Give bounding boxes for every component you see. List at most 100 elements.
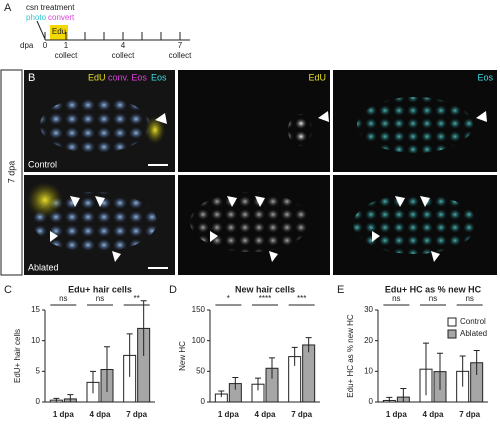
collect-label: collect <box>112 51 135 60</box>
error-bar <box>305 337 312 353</box>
significance-label: * <box>227 294 230 303</box>
x-tick-label: 7 dpa <box>126 410 147 419</box>
cells <box>288 114 312 146</box>
y-axis-label: New HC <box>178 341 187 371</box>
day-label: 4 <box>121 41 126 50</box>
panel-letter: D <box>169 284 177 296</box>
error-bar <box>473 349 480 376</box>
y-axis-label: EdU+ hair cells <box>13 329 22 383</box>
y-tick-label: 30 <box>364 305 373 314</box>
y-tick-label: 5 <box>36 366 41 375</box>
x-tick-label: 1 dpa <box>218 410 239 419</box>
collect-label: collect <box>169 51 192 60</box>
cells <box>190 192 310 252</box>
error-bar <box>437 352 443 391</box>
significance-label: ns <box>429 294 437 303</box>
y-tick-label: 100 <box>192 336 206 345</box>
error-bar <box>291 346 298 366</box>
significance-label: *** <box>297 294 306 303</box>
legend-label: Ablated <box>460 329 487 338</box>
cells <box>357 97 473 153</box>
channel-label: Eos <box>151 72 167 82</box>
x-tick-label: 7 dpa <box>459 410 480 419</box>
error-bar <box>423 342 429 396</box>
treatment-label: csn treatment <box>26 3 75 12</box>
significance-label: ns <box>465 294 473 303</box>
photo-label: photo <box>26 13 47 22</box>
y-tick-label: 0 <box>201 397 206 406</box>
legend-swatch <box>447 317 457 327</box>
bar <box>302 344 316 403</box>
edu-box <box>50 25 68 40</box>
significance-label: ns <box>96 294 104 303</box>
error-bar <box>67 394 74 402</box>
y-tick-label: 0 <box>36 397 41 406</box>
timeline-ticks <box>44 32 181 40</box>
error-bar <box>90 370 96 394</box>
x-tick-label: 7 dpa <box>291 410 312 419</box>
side-label: 7 dpa <box>6 161 16 184</box>
x-tick-label: 4 dpa <box>90 410 111 419</box>
error-bar <box>104 346 110 393</box>
y-tick-label: 0 <box>369 397 374 406</box>
legend-swatch <box>447 329 457 339</box>
charts: C Edu+ hair cells EdU+ hair cells 0 5 10 15 1 d… <box>4 284 488 419</box>
y-tick-label: 50 <box>196 366 205 375</box>
error-bar <box>269 357 275 379</box>
y-tick-label: 15 <box>31 305 40 314</box>
x-tick-label: 1 dpa <box>386 410 407 419</box>
collect-label: collect <box>55 51 78 60</box>
x-tick-label: 1 dpa <box>53 410 74 419</box>
y-tick-label: 10 <box>31 336 40 345</box>
panel-letter: A <box>4 2 12 14</box>
error-bar <box>232 376 239 390</box>
panel-letter: B <box>28 72 35 84</box>
day-label: 0 <box>43 41 48 50</box>
panel-b: 7 dpa B EdU conv. Eos Eos EdU Eos Contro… <box>0 69 497 276</box>
channel-label: conv. Eos <box>108 72 147 82</box>
x-tick-label: 4 dpa <box>423 410 444 419</box>
error-bar <box>126 333 133 377</box>
row-label: Control <box>28 159 57 169</box>
chart-title: Edu+ hair cells <box>68 284 132 294</box>
side-box <box>0 69 23 276</box>
channel-label: Eos <box>477 72 493 82</box>
error-bar <box>386 396 393 402</box>
error-bar <box>218 390 225 398</box>
y-tick-label: 150 <box>192 305 206 314</box>
y-axis-label: Edu+ HC as % new HC <box>346 314 355 398</box>
channel-label: EdU <box>88 72 106 82</box>
cells <box>145 116 165 144</box>
error-bar <box>459 355 466 387</box>
error-bar <box>255 377 261 391</box>
dpa-label: dpa <box>20 41 34 50</box>
y-tick-label: 10 <box>364 366 373 375</box>
significance-label: ns <box>59 294 67 303</box>
significance-label: **** <box>259 294 271 303</box>
panel-letter: E <box>337 284 344 296</box>
row-label: Ablated <box>28 262 59 272</box>
day-label: 7 <box>178 41 183 50</box>
x-tick-label: 4 dpa <box>255 410 276 419</box>
arrowheads <box>50 111 487 262</box>
error-bar <box>140 300 147 356</box>
legend-label: Control <box>460 317 486 326</box>
cells <box>40 97 150 153</box>
panel-letter: C <box>4 284 12 296</box>
day-label: 1 <box>64 41 69 50</box>
significance-label: ** <box>134 294 140 303</box>
cells <box>353 194 477 254</box>
significance-label: ns <box>392 294 400 303</box>
convert-label: convert <box>48 13 75 22</box>
arrow <box>36 20 46 40</box>
y-tick-label: 20 <box>364 336 373 345</box>
panel-a: A csn treatment photo convert Edu dpa 0 … <box>4 2 192 60</box>
cells <box>27 182 63 218</box>
chart-title: New hair cells <box>235 284 295 294</box>
chart-title: Edu+ HC as % new HC <box>385 284 482 294</box>
channel-label: EdU <box>308 72 326 82</box>
cells <box>33 192 157 252</box>
error-bar <box>400 388 407 402</box>
error-bar <box>53 397 60 402</box>
